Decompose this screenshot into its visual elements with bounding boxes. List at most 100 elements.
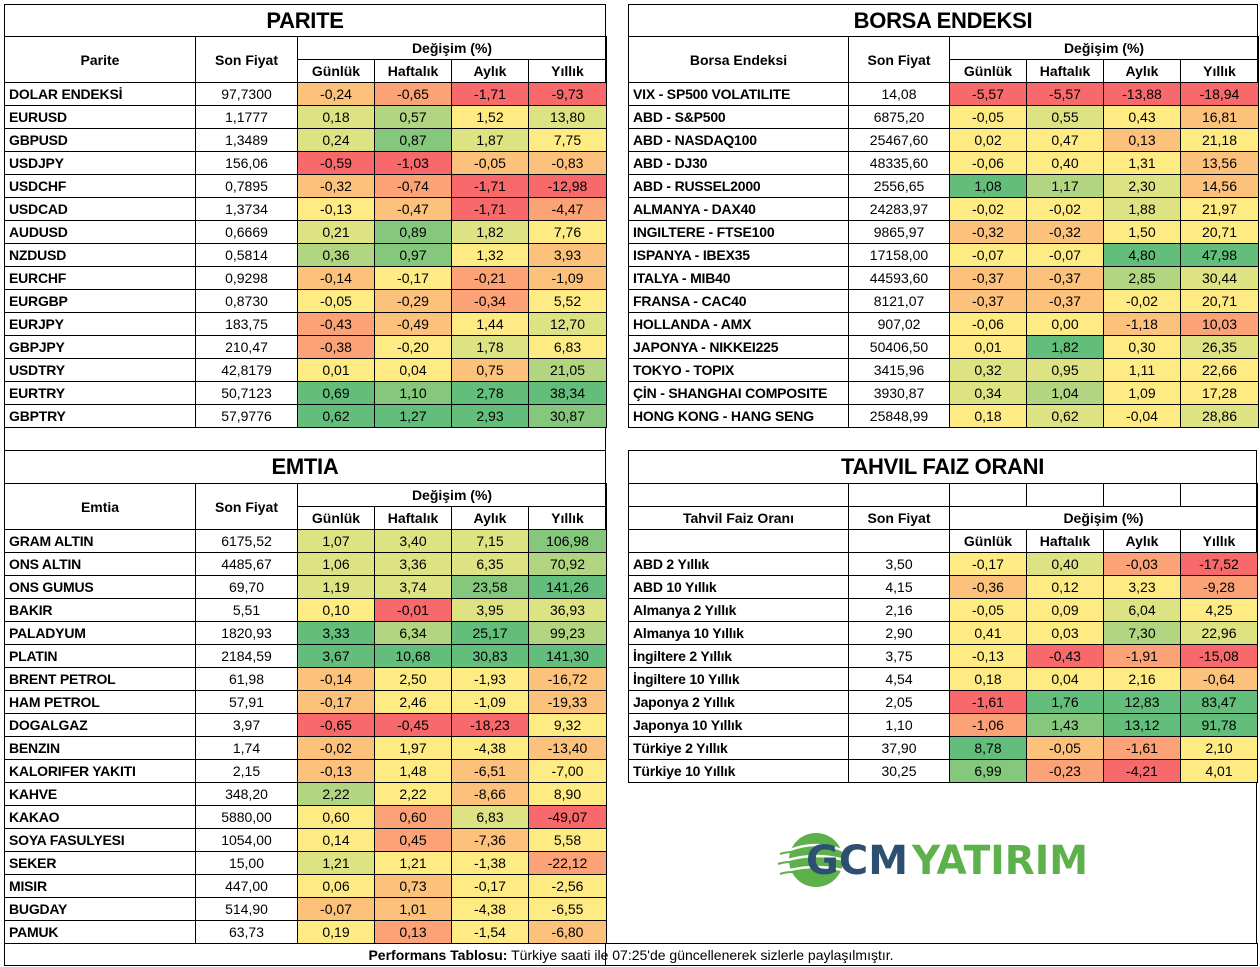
row-name-cell: Almanya 2 Yıllık — [628, 598, 849, 622]
last-price-cell: 61,98 — [195, 667, 298, 691]
row-name-cell: USDJPY — [4, 151, 196, 175]
emtia-title: EMTIA — [4, 450, 606, 484]
last-price-cell: 1820,93 — [195, 621, 298, 645]
parite-row: USDCHF 0,7895 -0,32 -0,74 -1,71 -12,98 — [4, 174, 607, 198]
tahvil-blank-row — [628, 483, 1258, 507]
tahvil-row: İngiltere 10 Yıllık 4,54 0,18 0,04 2,16 -0,64 — [628, 667, 1258, 691]
weekly-change-cell: 1,04 — [1026, 381, 1104, 405]
last-price-cell: 4,54 — [848, 667, 950, 691]
weekly-change-cell: 0,40 — [1026, 552, 1104, 576]
row-name-cell: EURTRY — [4, 381, 196, 405]
yearly-change-cell: -16,72 — [528, 667, 607, 691]
tahvil-daily-header: Günlük — [949, 529, 1027, 553]
emtia-row: ONS GUMUS 69,70 1,19 3,74 23,58 141,26 — [4, 575, 607, 599]
last-price-cell: 6875,20 — [848, 105, 950, 129]
monthly-change-cell: 1,78 — [451, 335, 529, 359]
yearly-change-cell: 99,23 — [528, 621, 607, 645]
last-price-cell: 44593,60 — [848, 266, 950, 290]
last-price-cell: 6175,52 — [195, 529, 298, 553]
row-name-cell: Almanya 10 Yıllık — [628, 621, 849, 645]
row-name-cell: ABD - RUSSEL2000 — [628, 174, 849, 198]
parite-row: EURTRY 50,7123 0,69 1,10 2,78 38,34 — [4, 381, 607, 405]
yearly-change-cell: 20,71 — [1180, 220, 1259, 244]
yearly-change-cell: 13,56 — [1180, 151, 1259, 175]
row-name-cell: PAMUK — [4, 920, 196, 944]
yearly-change-cell: -15,08 — [1180, 644, 1258, 668]
weekly-change-cell: -0,65 — [374, 82, 452, 106]
last-price-cell: 1,1777 — [195, 105, 298, 129]
daily-change-cell: -0,07 — [949, 243, 1027, 267]
yearly-change-cell: 7,75 — [528, 128, 607, 152]
monthly-change-cell: -4,21 — [1103, 759, 1181, 783]
row-name-cell: EURCHF — [4, 266, 196, 290]
monthly-change-cell: -0,34 — [451, 289, 529, 313]
daily-change-cell: -0,14 — [297, 266, 375, 290]
weekly-change-cell: 1,76 — [1026, 690, 1104, 714]
weekly-change-cell: -0,01 — [374, 598, 452, 622]
monthly-change-cell: -1,71 — [451, 174, 529, 198]
yearly-change-cell: 83,47 — [1180, 690, 1258, 714]
row-name-cell: Türkiye 10 Yıllık — [628, 759, 849, 783]
row-name-cell: KAHVE — [4, 782, 196, 806]
weekly-change-cell: 0,95 — [1026, 358, 1104, 382]
last-price-cell: 514,90 — [195, 897, 298, 921]
parite-table: Parite Son Fiyat Değişim (%) Günlük Haft… — [4, 36, 607, 428]
last-price-cell: 30,25 — [848, 759, 950, 783]
last-price-cell: 2,15 — [195, 759, 298, 783]
tahvil-table: Tahvil Faiz Oranı Son Fiyat Değişim (%) … — [628, 483, 1258, 783]
last-price-cell: 25467,60 — [848, 128, 950, 152]
row-name-cell: HONG KONG - HANG SENG — [628, 404, 849, 428]
yearly-change-cell: 106,98 — [528, 529, 607, 553]
borsa-row: ABD - NASDAQ100 25467,60 0,02 0,47 0,13 21,18 — [628, 128, 1259, 152]
daily-change-cell: -0,43 — [297, 312, 375, 336]
daily-change-cell: 0,02 — [949, 128, 1027, 152]
borsa-row: ÇİN - SHANGHAI COMPOSITE 3930,87 0,34 1,04 1… — [628, 381, 1259, 405]
monthly-change-cell: -1,93 — [451, 667, 529, 691]
weekly-change-cell: -0,74 — [374, 174, 452, 198]
borsa-row: JAPONYA - NIKKEI225 50406,50 0,01 1,82 0,30 2… — [628, 335, 1259, 359]
yearly-change-cell: 5,58 — [528, 828, 607, 852]
last-price-cell: 156,06 — [195, 151, 298, 175]
monthly-change-cell: 2,93 — [451, 404, 529, 428]
yearly-change-cell: -0,83 — [528, 151, 607, 175]
monthly-change-cell: 1,32 — [451, 243, 529, 267]
emtia-row: PLATIN 2184,59 3,67 10,68 30,83 141,30 — [4, 644, 607, 668]
emtia-price-header: Son Fiyat — [195, 483, 298, 530]
daily-change-cell: 0,06 — [297, 874, 375, 898]
yearly-change-cell: -1,09 — [528, 266, 607, 290]
daily-change-cell: -0,14 — [297, 667, 375, 691]
last-price-cell: 3930,87 — [848, 381, 950, 405]
daily-change-cell: -0,13 — [297, 197, 375, 221]
emtia-row: MISIR 447,00 0,06 0,73 -0,17 -2,56 — [4, 874, 607, 898]
daily-change-cell: -0,13 — [949, 644, 1027, 668]
last-price-cell: 48335,60 — [848, 151, 950, 175]
row-name-cell: KAKAO — [4, 805, 196, 829]
last-price-cell: 1,74 — [195, 736, 298, 760]
daily-change-cell: -0,38 — [297, 335, 375, 359]
tahvil-row: Japonya 10 Yıllık 1,10 -1,06 1,43 13,12 91,78 — [628, 713, 1258, 737]
weekly-change-cell: 0,97 — [374, 243, 452, 267]
weekly-change-cell: -0,45 — [374, 713, 452, 737]
yearly-change-cell: 14,56 — [1180, 174, 1259, 198]
blank-cell — [628, 483, 849, 507]
row-name-cell: GRAM ALTIN — [4, 529, 196, 553]
weekly-change-cell: -0,37 — [1026, 289, 1104, 313]
last-price-cell: 907,02 — [848, 312, 950, 336]
daily-change-cell: -0,17 — [949, 552, 1027, 576]
row-name-cell: VIX - SP500 VOLATILITE — [628, 82, 849, 106]
yearly-change-cell: 21,18 — [1180, 128, 1259, 152]
row-name-cell: EURUSD — [4, 105, 196, 129]
borsa-row: INGILTERE - FTSE100 9865,97 -0,32 -0,32 1,50… — [628, 220, 1259, 244]
monthly-change-cell: -0,04 — [1103, 404, 1181, 428]
parite-row: GBPUSD 1,3489 0,24 0,87 1,87 7,75 — [4, 128, 607, 152]
monthly-change-cell: 1,44 — [451, 312, 529, 336]
last-price-cell: 0,8730 — [195, 289, 298, 313]
parite-price-header: Son Fiyat — [195, 36, 298, 83]
monthly-change-cell: 0,75 — [451, 358, 529, 382]
last-price-cell: 183,75 — [195, 312, 298, 336]
monthly-change-cell: 2,85 — [1103, 266, 1181, 290]
yearly-change-cell: 7,76 — [528, 220, 607, 244]
tahvil-yearly-header: Yıllık — [1180, 529, 1258, 553]
row-name-cell: Japonya 10 Yıllık — [628, 713, 849, 737]
last-price-cell: 4,15 — [848, 575, 950, 599]
